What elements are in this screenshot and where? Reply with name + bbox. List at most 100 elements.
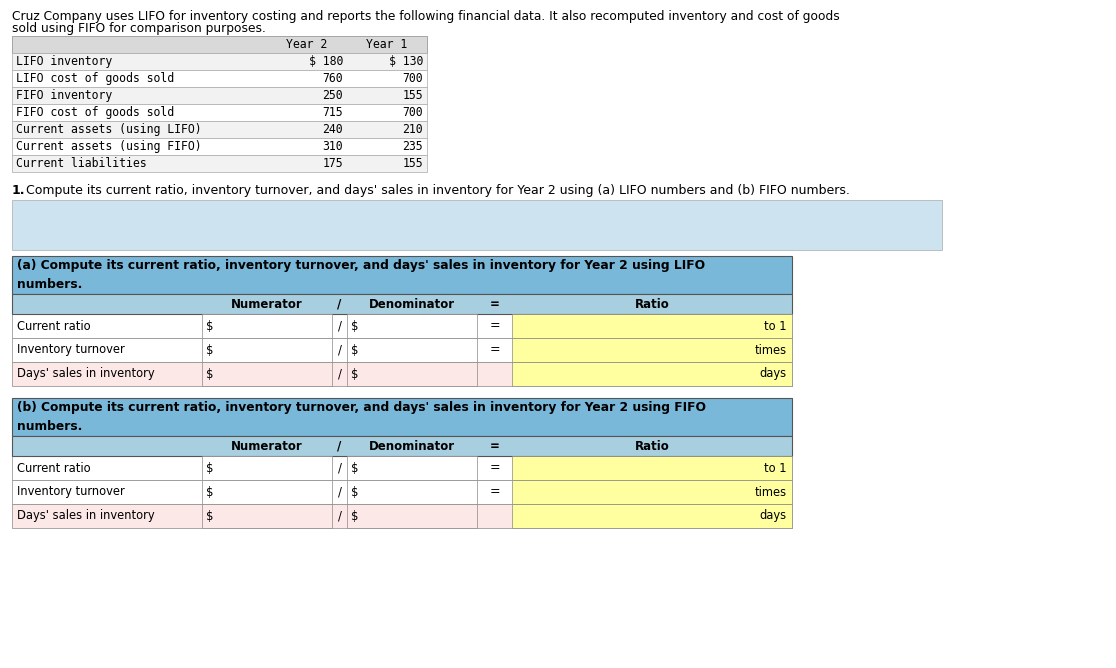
Bar	[12, 200, 942, 250]
Bar	[12, 104, 427, 121]
Bar	[12, 456, 792, 480]
Bar	[347, 314, 477, 338]
Text: $: $	[352, 343, 358, 357]
Bar	[347, 456, 477, 480]
Text: $: $	[206, 343, 213, 357]
Text: =: =	[489, 462, 500, 474]
Text: $ 130: $ 130	[388, 55, 423, 68]
Text: LIFO cost of goods sold: LIFO cost of goods sold	[16, 72, 174, 85]
Text: days: days	[760, 367, 787, 381]
Text: $: $	[352, 319, 358, 333]
Bar	[12, 53, 427, 70]
Text: Denominator: Denominator	[369, 440, 455, 452]
Text: $: $	[352, 510, 358, 522]
Text: 235: 235	[403, 140, 423, 153]
Text: 240: 240	[323, 123, 343, 136]
Text: =: =	[490, 440, 500, 452]
Text: Numerator: Numerator	[231, 297, 302, 311]
Text: $: $	[206, 510, 213, 522]
Bar	[12, 338, 792, 362]
Text: $: $	[352, 486, 358, 498]
Bar	[512, 456, 792, 480]
Text: FIFO cost of goods sold: FIFO cost of goods sold	[16, 106, 174, 119]
Text: $: $	[352, 367, 358, 381]
Text: =: =	[489, 319, 500, 333]
Text: to 1: to 1	[764, 319, 787, 333]
Bar	[347, 338, 477, 362]
Bar	[202, 456, 331, 480]
Text: Ratio: Ratio	[635, 297, 670, 311]
Bar	[12, 480, 792, 504]
Text: times: times	[754, 343, 787, 357]
Text: 175: 175	[323, 157, 343, 170]
Text: $: $	[206, 462, 213, 474]
Text: =: =	[490, 297, 500, 311]
Text: Cruz Company uses LIFO for inventory costing and reports the following financial: Cruz Company uses LIFO for inventory cos…	[12, 10, 839, 23]
Text: $: $	[206, 367, 213, 381]
Text: 310: 310	[323, 140, 343, 153]
Bar	[202, 504, 331, 528]
Text: Year 2: Year 2	[287, 38, 328, 51]
Text: Current liabilities: Current liabilities	[16, 157, 146, 170]
Text: Year 1: Year 1	[366, 38, 407, 51]
Text: /: /	[337, 440, 341, 452]
Text: 760: 760	[323, 72, 343, 85]
Text: sold using FIFO for comparison purposes.: sold using FIFO for comparison purposes.	[12, 22, 266, 35]
Text: 700: 700	[403, 106, 423, 119]
Text: /: /	[337, 510, 341, 522]
Text: $: $	[206, 486, 213, 498]
Text: to 1: to 1	[764, 462, 787, 474]
Bar	[12, 314, 792, 338]
Bar	[12, 256, 792, 294]
Text: /: /	[337, 297, 341, 311]
Bar	[512, 314, 792, 338]
Text: 1.: 1.	[12, 184, 26, 197]
Text: Current assets (using LIFO): Current assets (using LIFO)	[16, 123, 202, 136]
Bar	[12, 294, 792, 314]
Text: 210: 210	[403, 123, 423, 136]
Bar	[347, 480, 477, 504]
Bar	[202, 314, 331, 338]
Bar	[512, 504, 792, 528]
Bar	[347, 504, 477, 528]
Text: 155: 155	[403, 157, 423, 170]
Bar	[12, 155, 427, 172]
Bar	[12, 504, 792, 528]
Text: (a) Compute its current ratio, inventory turnover, and days' sales in inventory : (a) Compute its current ratio, inventory…	[17, 259, 705, 273]
Text: /: /	[337, 462, 341, 474]
Text: FIFO inventory: FIFO inventory	[16, 89, 113, 102]
Text: numbers.: numbers.	[17, 420, 83, 434]
Text: Ratio: Ratio	[635, 440, 670, 452]
Bar	[202, 338, 331, 362]
Text: =: =	[489, 486, 500, 498]
Text: Compute its current ratio, inventory turnover, and days' sales in inventory for : Compute its current ratio, inventory tur…	[22, 184, 850, 197]
Bar	[12, 70, 427, 87]
Bar	[512, 338, 792, 362]
Text: Inventory turnover: Inventory turnover	[17, 343, 125, 357]
Text: /: /	[337, 486, 341, 498]
Bar	[12, 398, 792, 436]
Text: Current assets (using FIFO): Current assets (using FIFO)	[16, 140, 202, 153]
Text: $: $	[352, 462, 358, 474]
Bar	[12, 87, 427, 104]
Text: Days' sales in inventory: Days' sales in inventory	[17, 367, 155, 381]
Text: =: =	[489, 343, 500, 357]
Text: 155: 155	[403, 89, 423, 102]
Bar	[12, 362, 792, 386]
Text: 250: 250	[323, 89, 343, 102]
Bar	[347, 362, 477, 386]
Text: Current ratio: Current ratio	[17, 319, 90, 333]
Text: Denominator: Denominator	[369, 297, 455, 311]
Text: /: /	[337, 367, 341, 381]
Text: numbers.: numbers.	[17, 279, 83, 291]
Text: days: days	[760, 510, 787, 522]
Bar	[512, 480, 792, 504]
Text: $: $	[206, 319, 213, 333]
Text: /: /	[337, 343, 341, 357]
Text: 715: 715	[323, 106, 343, 119]
Bar	[202, 362, 331, 386]
Text: 700: 700	[403, 72, 423, 85]
Text: Inventory turnover: Inventory turnover	[17, 486, 125, 498]
Bar	[12, 36, 427, 53]
Bar	[12, 121, 427, 138]
